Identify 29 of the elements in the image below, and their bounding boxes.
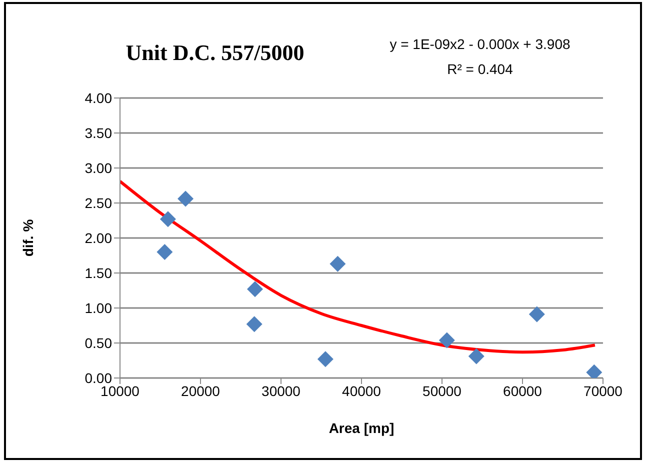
point [246, 316, 262, 332]
y-tick-label: 2.00 [84, 230, 112, 246]
point [156, 244, 173, 260]
x-tick-label: 30000 [262, 382, 301, 399]
point [438, 332, 455, 348]
y-tick-label: 1.00 [84, 300, 112, 316]
y-tick-label: 3.00 [84, 160, 112, 176]
x-axis-title: Area [mp] [328, 420, 394, 436]
x-tick-label: 60000 [503, 382, 542, 399]
y-tick-label: 1.50 [84, 264, 112, 281]
point [528, 306, 545, 322]
chart-title: Unit D.C. 557/5000 [124, 40, 306, 66]
point [468, 348, 484, 364]
point [247, 281, 263, 298]
x-tick-label: 40000 [342, 382, 382, 399]
text: R² = 0.404 [446, 60, 514, 79]
y-tick-label: 3.50 [84, 124, 112, 141]
y-tick-label: 4.00 [84, 90, 112, 106]
y-tick-label: 0.50 [84, 334, 112, 351]
point [178, 190, 194, 207]
y-tick-label: 2.50 [84, 194, 112, 211]
text: y = 1E-09x2 - 0.000x + 3.908 [388, 35, 572, 54]
x-tick-label: 70000 [584, 382, 623, 399]
point [317, 351, 334, 368]
point [330, 256, 346, 272]
y-axis-title: dif. % [20, 218, 36, 257]
point [160, 211, 176, 228]
x-tick-label: 20000 [181, 382, 220, 399]
x-tick-label: 50000 [422, 382, 462, 399]
